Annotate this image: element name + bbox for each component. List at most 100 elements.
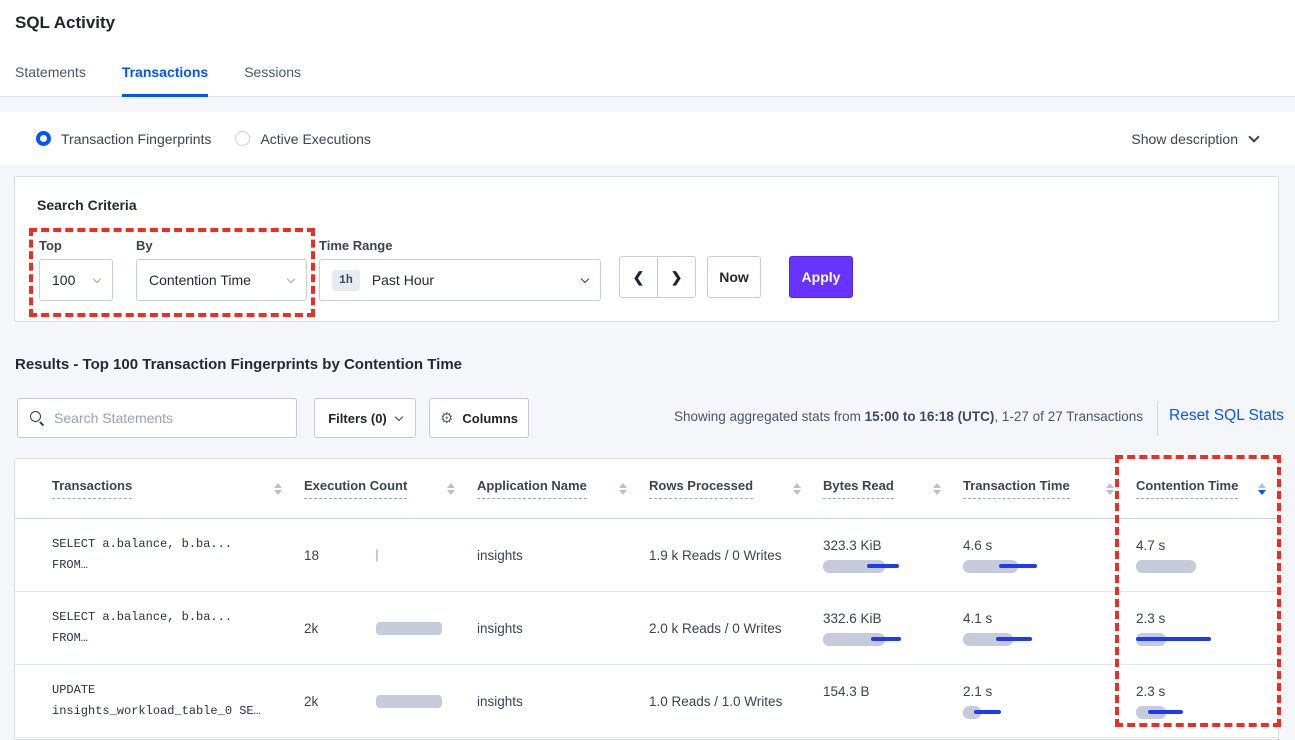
transaction-time-bar [963,559,1083,573]
query-line: UPDATE [52,683,96,697]
transaction-time-bar [963,632,1083,646]
apply-button[interactable]: Apply [789,256,853,298]
contention-time-bar [1136,705,1256,719]
query-line: insights_workload_table_0 SE… [52,704,261,718]
tab-sessions[interactable]: Sessions [244,64,302,80]
radio-active-executions[interactable]: Active Executions [235,131,371,147]
search-input[interactable] [54,410,284,426]
now-button[interactable]: Now [707,256,761,298]
show-description-toggle[interactable]: Show description [1131,112,1260,165]
radio-label: Active Executions [260,130,371,147]
bytes-read-value: 154.3 B [823,683,870,699]
contention-time-value: 4.7 s [1136,537,1166,553]
by-select-value: Contention Time [149,272,251,288]
bytes-read-value: 323.3 KiB [823,537,882,553]
bytes-read-bar [823,632,943,646]
time-range-value: Past Hour [371,272,435,288]
aggregated-stats-text: Showing aggregated stats from 15:00 to 1… [674,409,1143,424]
execution-count-bar [376,621,442,635]
search-box [17,398,297,438]
col-label: Execution Count [304,478,408,499]
execution-count-cell: 2k [304,694,477,709]
transaction-time-cell: 4.1 s [963,611,1136,646]
table-header-row: Transactions Execution Count Application… [15,459,1278,519]
table-row: SELECT a.balance, b.ba... FROM… 18 insig… [15,519,1278,592]
bar-line [867,563,899,568]
tab-transactions[interactable]: Transactions [121,64,209,97]
chevron-down-icon [394,412,403,422]
transaction-time-cell: 2.1 s [963,684,1136,719]
contention-time-bar [1136,559,1256,573]
chevron-down-icon [286,274,296,284]
col-header-contention-time[interactable]: Contention Time [1136,478,1278,499]
top-label: Top [39,238,62,253]
execution-count-bar [376,548,378,562]
filters-label: Filters (0) [328,410,387,426]
reset-sql-stats-link[interactable]: Reset SQL Stats [1169,407,1284,424]
transaction-fingerprint-link[interactable]: SELECT a.balance, b.ba... FROM… [52,534,304,576]
query-line: FROM… [52,631,89,645]
columns-button[interactable]: ⚙ Columns [429,398,529,438]
bar-line [1148,709,1183,714]
radio-transaction-fingerprints[interactable]: Transaction Fingerprints [36,131,211,147]
top-select[interactable]: 100 [39,259,113,301]
bar-line [1136,636,1211,641]
radio-selected-icon [36,131,51,146]
col-label: Contention Time [1136,478,1239,499]
contention-time-bar [1136,632,1256,646]
contention-time-value: 2.3 s [1136,683,1166,699]
bytes-read-bar [823,559,943,573]
transaction-time-bar [963,705,1083,719]
top-select-value: 100 [52,272,76,288]
col-label: Bytes Read [823,478,894,499]
tab-bar: Statements Transactions Sessions [15,64,301,97]
bar-gray [1136,559,1196,573]
transaction-time-cell: 4.6 s [963,538,1136,573]
query-line: SELECT a.balance, b.ba... [52,610,233,624]
col-header-transaction-time[interactable]: Transaction Time [963,478,1136,499]
col-label: Transaction Time [963,478,1070,499]
col-header-execution-count[interactable]: Execution Count [304,478,477,499]
rows-processed-cell: 1.0 Reads / 1.0 Writes [649,693,783,709]
search-icon [30,411,44,425]
transaction-fingerprint-link[interactable]: UPDATE insights_workload_table_0 SE… [52,680,304,722]
search-criteria-panel: Search Criteria Top 100 By Contention Ti… [14,176,1279,322]
radio-label: Transaction Fingerprints [61,130,212,147]
col-header-rows-processed[interactable]: Rows Processed [649,478,823,499]
transaction-time-value: 4.1 s [963,610,993,626]
top-field: Top 100 [39,238,113,301]
execution-count-value: 2k [304,693,319,709]
execution-count-value: 2k [304,620,319,636]
col-header-bytes-read[interactable]: Bytes Read [823,478,963,499]
next-time-button[interactable]: ❯ [657,257,695,297]
execution-count-cell: 2k [304,621,477,636]
time-range-select[interactable]: 1h Past Hour [319,259,601,301]
col-header-transactions[interactable]: Transactions [52,478,304,499]
query-line: FROM… [52,558,89,572]
bar-line [996,636,1032,641]
col-label: Transactions [52,478,133,499]
chevron-right-icon: ❯ [670,268,683,285]
bar-line [999,563,1037,568]
bytes-read-cell: 332.6 KiB [823,611,963,646]
show-description-label: Show description [1131,130,1238,147]
table-row: SELECT a.balance, b.ba... FROM… 2k insig… [15,592,1278,665]
results-heading: Results - Top 100 Transaction Fingerprin… [15,356,463,373]
by-select[interactable]: Contention Time [136,259,307,301]
filters-button[interactable]: Filters (0) [314,398,416,438]
page-title: SQL Activity [15,13,116,32]
divider [1157,401,1158,436]
contention-time-value: 2.3 s [1136,610,1166,626]
contention-time-cell: 2.3 s [1136,684,1278,719]
time-range-label: Time Range [319,238,393,253]
gear-icon: ⚙ [439,409,454,427]
page-header: SQL Activity Statements Transactions Ses… [0,0,1295,97]
stats-time-range: 15:00 to 16:18 (UTC) [864,409,995,424]
application-name-cell: insights [477,547,523,563]
col-header-application-name[interactable]: Application Name [477,478,649,499]
time-range-nav: ❮ ❯ [619,256,696,298]
transaction-fingerprint-link[interactable]: SELECT a.balance, b.ba... FROM… [52,607,304,649]
prev-time-button[interactable]: ❮ [620,257,657,297]
sort-icon [933,482,941,495]
tab-statements[interactable]: Statements [15,64,86,80]
